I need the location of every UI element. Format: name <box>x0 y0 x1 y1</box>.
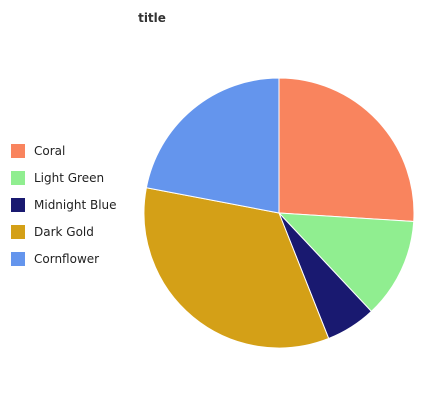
legend-label-midnight-blue: Midnight Blue <box>34 198 117 212</box>
legend-swatch-dark-gold <box>11 225 25 239</box>
legend-swatch-cornflower <box>11 252 25 266</box>
legend: Coral Light Green Midnight Blue Dark Gold Co… <box>11 144 117 266</box>
legend-swatch-coral <box>11 144 25 158</box>
pie-slice-dark-gold <box>143 187 330 349</box>
legend-label-coral: Coral <box>34 144 65 158</box>
chart-title: title <box>138 11 166 25</box>
legend-label-dark-gold: Dark Gold <box>34 225 94 239</box>
pie-slice-light-green <box>277 212 415 313</box>
pie-slices <box>143 77 415 349</box>
pie-slice-coral <box>278 77 415 223</box>
legend-swatch-light-green <box>11 171 25 185</box>
pie-slice-cornflower <box>145 77 280 214</box>
legend-label-light-green: Light Green <box>34 171 104 185</box>
legend-label-cornflower: Cornflower <box>34 252 99 266</box>
legend-swatch-midnight-blue <box>11 198 25 212</box>
